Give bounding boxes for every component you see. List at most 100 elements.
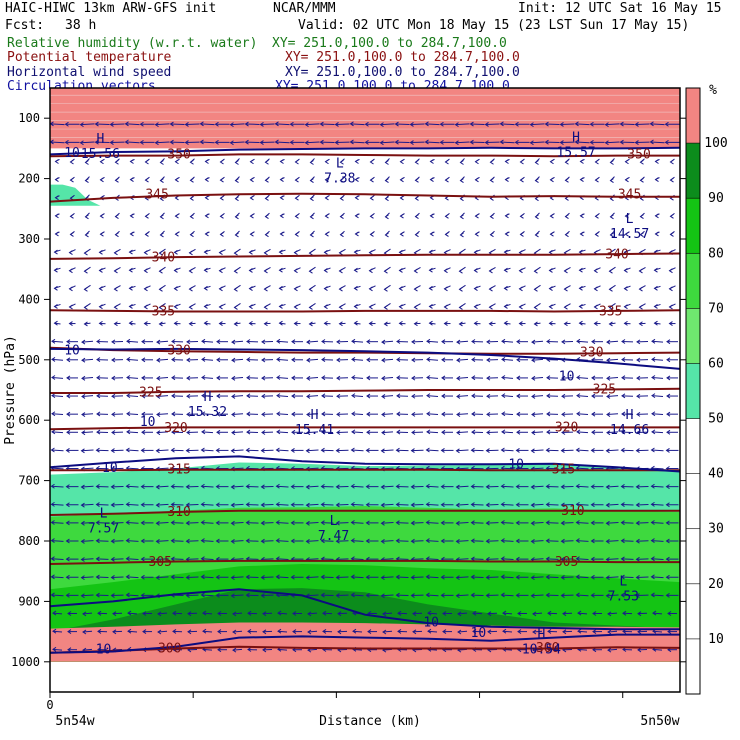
circulation-vector-head: [635, 575, 640, 580]
circulation-vector: [456, 377, 469, 379]
y-tick-label: 400: [18, 292, 40, 306]
circulation-vector-head: [339, 177, 344, 183]
circulation-vector: [607, 648, 618, 651]
circulation-vector-head: [639, 214, 644, 220]
circulation-vector-head: [351, 356, 356, 362]
circulation-vector-head: [381, 394, 386, 399]
circulation-vector: [456, 340, 469, 343]
circulation-vector-head: [577, 610, 582, 616]
circulation-vector: [231, 503, 244, 506]
field-name-theta: Potential temperature: [7, 50, 172, 65]
circulation-vector-head: [204, 195, 209, 201]
circulation-vector-head: [290, 538, 295, 544]
circulation-vector-head: [501, 356, 506, 362]
circulation-vector-head: [124, 121, 129, 127]
circulation-vector-head: [458, 305, 463, 310]
circulation-vector-head: [606, 357, 611, 363]
circulation-vector-head: [635, 538, 640, 544]
circulation-vector-head: [51, 393, 56, 399]
circulation-vector: [380, 141, 395, 144]
circulation-vector-head: [604, 122, 609, 128]
circulation-vector-head: [351, 429, 356, 435]
circulation-vector: [351, 340, 364, 343]
circulation-vector-head: [215, 502, 220, 508]
circulation-vector-head: [636, 393, 641, 399]
circulation-vector-head: [590, 520, 595, 526]
circulation-vector-head: [590, 592, 595, 598]
circulation-vector-head: [607, 647, 612, 653]
circulation-vector: [380, 123, 395, 126]
circulation-vector-head: [189, 159, 194, 165]
circulation-vector-head: [95, 592, 100, 598]
circulation-vector-head: [443, 321, 448, 326]
init-time: Init: 12 UTC Sat 16 May 15: [518, 1, 722, 16]
circulation-vector-head: [620, 538, 625, 544]
extremum-value: 10.54: [522, 642, 561, 657]
isentrope-315: [50, 468, 680, 472]
circulation-vector-head: [335, 502, 340, 508]
circulation-vector-head: [489, 232, 494, 238]
circulation-vector-head: [336, 357, 341, 363]
circulation-vector-head: [233, 321, 238, 327]
circulation-vector-head: [366, 393, 371, 399]
circulation-vector-head: [141, 339, 146, 345]
circulation-vector-head: [637, 629, 642, 635]
circulation-vector: [426, 431, 439, 434]
circulation-vector-head: [410, 502, 415, 508]
circulation-vector-head: [189, 214, 194, 220]
circulation-vector: [651, 558, 664, 561]
circulation-vector-head: [155, 538, 160, 544]
circulation-vector-head: [668, 321, 673, 326]
circulation-vector-head: [276, 411, 281, 417]
circulation-vector-head: [184, 140, 189, 145]
circulation-vector-head: [414, 232, 419, 238]
circulation-vector: [81, 521, 94, 524]
circulation-vector-head: [174, 159, 179, 165]
circulation-vector-head: [336, 411, 341, 417]
circulation-vector-head: [368, 286, 373, 292]
circulation-vector-head: [594, 213, 599, 219]
circulation-vector-head: [666, 393, 671, 399]
circulation-vector-head: [576, 429, 581, 435]
circulation-vector-head: [366, 411, 371, 417]
circulation-vector-head: [564, 177, 569, 183]
circulation-vector-head: [51, 375, 56, 380]
circulation-vector-head: [140, 520, 145, 526]
circulation-vector: [457, 630, 468, 633]
circulation-vector-head: [577, 628, 582, 634]
circulation-vector-head: [200, 574, 205, 580]
extremum-marker: H: [572, 130, 580, 145]
circulation-vector: [81, 395, 94, 397]
circulation-vector-head: [291, 357, 296, 363]
circulation-vector-head: [395, 520, 400, 526]
circulation-vector-head: [349, 139, 354, 145]
circulation-vector-head: [215, 574, 220, 580]
circulation-vector-head: [80, 575, 85, 581]
circulation-vector-head: [144, 213, 149, 219]
circulation-vector: [456, 431, 469, 434]
circulation-vector-head: [380, 520, 385, 526]
circulation-vector-head: [128, 267, 133, 273]
circulation-vector: [126, 358, 139, 361]
circulation-vector-head: [410, 575, 415, 580]
extremum-marker: H: [537, 627, 545, 642]
circulation-vector-head: [518, 286, 523, 292]
circulation-vector: [202, 612, 213, 615]
circulation-vector-head: [84, 214, 89, 220]
circulation-vector-head: [129, 231, 134, 237]
circulation-vector-head: [590, 556, 595, 562]
circulation-vector-head: [518, 268, 523, 274]
circulation-vector-head: [65, 520, 70, 526]
circulation-vector-head: [245, 484, 250, 489]
circulation-vector-head: [637, 611, 642, 617]
circulation-vector-head: [548, 286, 553, 291]
circulation-vector-head: [488, 268, 493, 274]
circulation-vector: [576, 485, 589, 488]
circulation-vector: [606, 521, 619, 524]
circulation-vector-head: [530, 502, 535, 508]
circulation-vector: [531, 467, 544, 470]
circulation-vector: [156, 540, 169, 542]
circulation-vector-head: [546, 393, 551, 399]
circulation-vector-head: [381, 430, 386, 436]
circulation-vector-head: [562, 611, 567, 617]
